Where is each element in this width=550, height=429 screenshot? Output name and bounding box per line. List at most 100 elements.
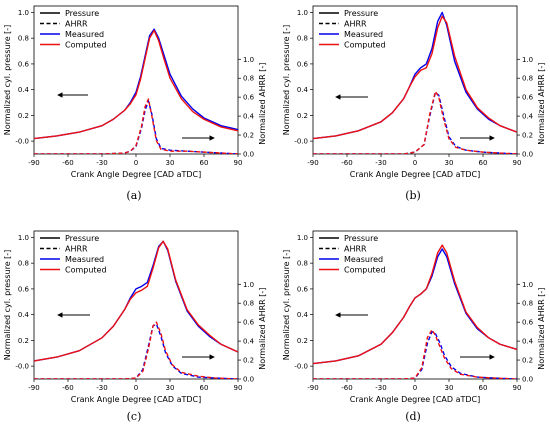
legend-label: Computed — [65, 266, 107, 275]
legend-label: Measured — [344, 30, 383, 39]
y-left-tick-label: 0.8 — [297, 35, 308, 43]
panel-caption: (c) — [127, 410, 142, 423]
x-tick-label: -30 — [375, 384, 386, 392]
y-right-tick-label: 1.0 — [522, 56, 533, 64]
y-left-tick-label: 0.8 — [18, 35, 29, 43]
legend-label: Measured — [344, 255, 383, 264]
x-tick-label: 90 — [234, 384, 243, 392]
y-left-tick-label: 0.4 — [297, 86, 309, 94]
panel-2: -90 -60 -30 0 30 60 90 -0.0 0.2 0.4 0.6 0.8 1.0 0.0 0.… — [3, 230, 267, 423]
y-left-axis-label: Normalized cyl. pressure [-] — [282, 250, 291, 361]
x-tick-label: -30 — [375, 159, 386, 167]
legend-label: AHRR — [344, 20, 367, 29]
y-right-axis-label: Normalized AHRR [-] — [258, 63, 267, 145]
y-right-tick-label: 0.6 — [243, 94, 255, 102]
x-tick-label: -60 — [341, 384, 352, 392]
x-tick-label: -60 — [62, 159, 73, 167]
x-axis-label: Crank Angle Degree [CAD aTDC] — [71, 395, 202, 404]
y-left-tick-label: 0.2 — [18, 112, 29, 120]
panel-3: -90 -60 -30 0 30 60 90 -0.0 0.2 0.4 0.6 0.8 1.0 0.0 0.… — [282, 230, 546, 423]
y-right-axis-label: Normalized AHRR [-] — [537, 288, 546, 370]
x-tick-label: 90 — [234, 159, 243, 167]
y-right-tick-label: 0.2 — [243, 357, 254, 365]
series-pressure-computed — [34, 29, 238, 140]
y-left-tick-label: -0.0 — [294, 138, 308, 146]
y-left-tick-label: 1.0 — [18, 9, 29, 17]
y-right-tick-label: 0.6 — [522, 319, 534, 327]
x-tick-label: 60 — [479, 384, 488, 392]
y-right-tick-label: 0.0 — [522, 151, 533, 159]
legend-label: Computed — [65, 41, 107, 50]
series-pressure-computed — [313, 244, 517, 365]
y-right-tick-label: 0.2 — [243, 132, 254, 140]
y-right-tick-label: 0.4 — [522, 113, 534, 121]
x-tick-label: -90 — [307, 384, 318, 392]
x-tick-label: 30 — [445, 159, 454, 167]
legend-label: Pressure — [65, 9, 99, 18]
x-tick-label: 60 — [479, 159, 488, 167]
y-right-tick-label: 0.4 — [243, 113, 255, 121]
x-tick-label: 30 — [166, 159, 175, 167]
x-tick-label: 30 — [445, 384, 454, 392]
series-ahrr-measured — [313, 91, 517, 154]
y-right-tick-label: 0.0 — [522, 376, 533, 384]
y-right-tick-label: 1.0 — [243, 281, 254, 289]
y-right-tick-label: 0.8 — [243, 75, 254, 83]
x-tick-label: 60 — [200, 384, 209, 392]
legend-label: AHRR — [65, 245, 88, 254]
y-left-tick-label: 0.2 — [18, 337, 29, 345]
x-tick-label: 0 — [413, 384, 417, 392]
y-right-tick-label: 0.4 — [243, 338, 255, 346]
x-tick-label: 90 — [513, 384, 522, 392]
x-tick-label: -30 — [96, 159, 107, 167]
series-ahrr-measured — [313, 330, 517, 379]
y-right-tick-label: 0.6 — [522, 94, 534, 102]
panel-0: -90 -60 -30 0 30 60 90 -0.0 0.2 0.4 0.6 0.8 1.0 0.0 0.… — [3, 5, 267, 202]
x-tick-label: 90 — [513, 159, 522, 167]
legend-label: Measured — [65, 30, 104, 39]
series-ahrr-computed — [34, 321, 238, 379]
y-right-tick-label: 0.8 — [243, 300, 254, 308]
x-tick-label: -60 — [341, 159, 352, 167]
y-left-tick-label: 0.8 — [297, 260, 308, 268]
x-tick-label: 0 — [134, 159, 138, 167]
legend-label: Computed — [344, 266, 386, 275]
x-tick-label: -90 — [28, 159, 39, 167]
y-left-tick-label: 0.4 — [18, 311, 30, 319]
y-left-axis-label: Normalized cyl. pressure [-] — [3, 250, 12, 361]
x-tick-label: 0 — [413, 159, 417, 167]
panel-caption: (d) — [405, 410, 421, 423]
x-tick-label: 60 — [200, 159, 209, 167]
y-left-axis-label: Normalized cyl. pressure [-] — [282, 25, 291, 136]
y-left-tick-label: 0.4 — [297, 311, 309, 319]
series-pressure-computed — [34, 240, 238, 362]
y-left-tick-label: 0.6 — [297, 285, 309, 293]
panel-1: -90 -60 -30 0 30 60 90 -0.0 0.2 0.4 0.6 0.8 1.0 0.0 0.… — [282, 5, 546, 202]
legend-label: Measured — [65, 255, 104, 264]
x-tick-label: -90 — [307, 159, 318, 167]
legend-label: Pressure — [344, 234, 378, 243]
y-left-tick-label: 0.8 — [18, 260, 29, 268]
panel-caption: (b) — [405, 189, 421, 202]
y-right-tick-label: 1.0 — [243, 56, 254, 64]
y-left-tick-label: -0.0 — [294, 363, 308, 371]
x-tick-label: -30 — [96, 384, 107, 392]
y-left-tick-label: 0.6 — [297, 60, 309, 68]
x-tick-label: -90 — [28, 384, 39, 392]
y-left-tick-label: 1.0 — [18, 234, 29, 242]
y-right-axis-label: Normalized AHRR [-] — [537, 63, 546, 145]
y-right-tick-label: 0.8 — [522, 300, 533, 308]
y-left-tick-label: 0.6 — [18, 285, 30, 293]
y-right-axis-label: Normalized AHRR [-] — [258, 288, 267, 370]
x-tick-label: -60 — [62, 384, 73, 392]
legend-label: Computed — [344, 41, 386, 50]
series-ahrr-computed — [313, 329, 517, 379]
legend-label: Pressure — [65, 234, 99, 243]
panel-caption: (a) — [126, 189, 141, 202]
series-ahrr-computed — [34, 98, 238, 154]
x-tick-label: 30 — [166, 384, 175, 392]
legend-label: AHRR — [344, 245, 367, 254]
y-left-tick-label: -0.0 — [15, 363, 29, 371]
series-ahrr-computed — [313, 90, 517, 154]
